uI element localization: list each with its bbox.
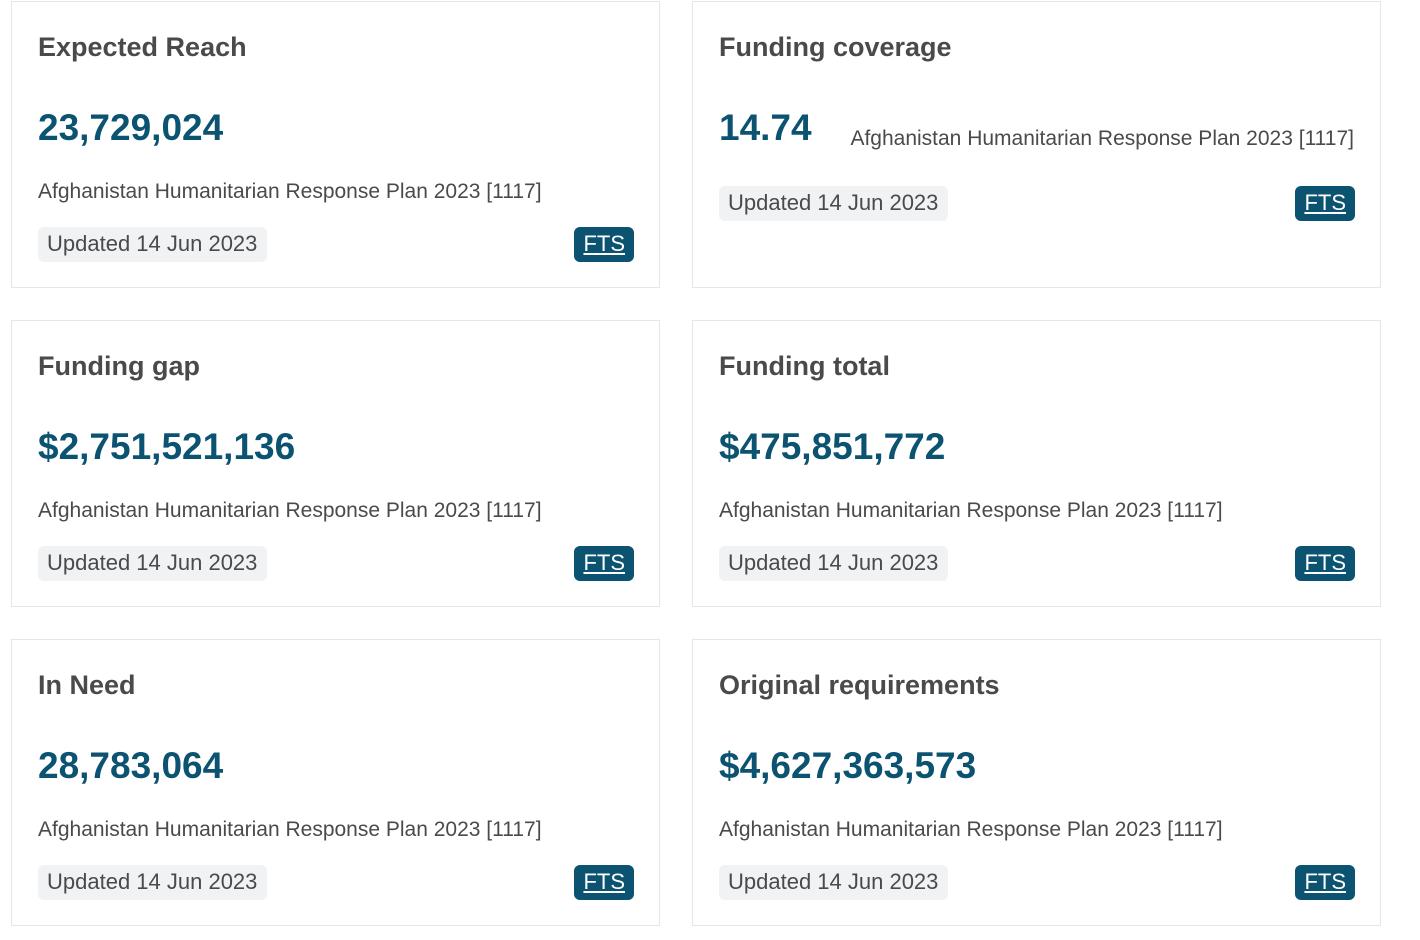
card-value: 23,729,024 bbox=[38, 107, 224, 148]
fts-source-link[interactable]: FTS bbox=[574, 865, 634, 900]
fts-source-link[interactable]: FTS bbox=[574, 227, 634, 262]
card-expected-reach: Expected Reach 23,729,024 Afghanistan Hu… bbox=[11, 1, 660, 288]
card-title: Original requirements bbox=[719, 670, 1000, 700]
card-value: 28,783,064 bbox=[38, 745, 224, 786]
card-plan-label: Afghanistan Humanitarian Response Plan 2… bbox=[38, 499, 542, 522]
card-plan-label: Afghanistan Humanitarian Response Plan 2… bbox=[38, 818, 542, 841]
card-plan-label: Afghanistan Humanitarian Response Plan 2… bbox=[719, 499, 1223, 522]
card-value: $2,751,521,136 bbox=[38, 426, 296, 467]
indicator-card-grid: Expected Reach 23,729,024 Afghanistan Hu… bbox=[11, 1, 1381, 926]
card-title: Funding total bbox=[719, 351, 890, 381]
card-original-requirements: Original requirements $4,627,363,573 Afg… bbox=[692, 639, 1381, 926]
fts-source-link[interactable]: FTS bbox=[1295, 186, 1355, 221]
updated-badge: Updated 14 Jun 2023 bbox=[38, 227, 268, 262]
card-title: Expected Reach bbox=[38, 32, 247, 62]
card-title: In Need bbox=[38, 670, 136, 700]
fts-source-link[interactable]: FTS bbox=[1295, 546, 1355, 581]
card-funding-coverage: Funding coverage 14.74 Afghanistan Human… bbox=[692, 1, 1381, 288]
card-funding-gap: Funding gap $2,751,521,136 Afghanistan H… bbox=[11, 320, 660, 607]
updated-badge: Updated 14 Jun 2023 bbox=[719, 546, 949, 581]
fts-source-link[interactable]: FTS bbox=[574, 546, 634, 581]
updated-badge: Updated 14 Jun 2023 bbox=[38, 546, 268, 581]
updated-badge: Updated 14 Jun 2023 bbox=[719, 186, 949, 221]
fts-source-link[interactable]: FTS bbox=[1295, 865, 1355, 900]
card-value: $4,627,363,573 bbox=[719, 745, 977, 786]
updated-badge: Updated 14 Jun 2023 bbox=[719, 865, 949, 900]
card-plan-label: Afghanistan Humanitarian Response Plan 2… bbox=[850, 127, 1354, 150]
card-plan-label: Afghanistan Humanitarian Response Plan 2… bbox=[38, 180, 542, 203]
card-in-need: In Need 28,783,064 Afghanistan Humanitar… bbox=[11, 639, 660, 926]
card-value: $475,851,772 bbox=[719, 426, 946, 467]
updated-badge: Updated 14 Jun 2023 bbox=[38, 865, 268, 900]
card-plan-label: Afghanistan Humanitarian Response Plan 2… bbox=[719, 818, 1223, 841]
card-title: Funding coverage bbox=[719, 32, 952, 62]
card-funding-total: Funding total $475,851,772 Afghanistan H… bbox=[692, 320, 1381, 607]
card-title: Funding gap bbox=[38, 351, 200, 381]
card-value: 14.74 bbox=[719, 107, 812, 148]
